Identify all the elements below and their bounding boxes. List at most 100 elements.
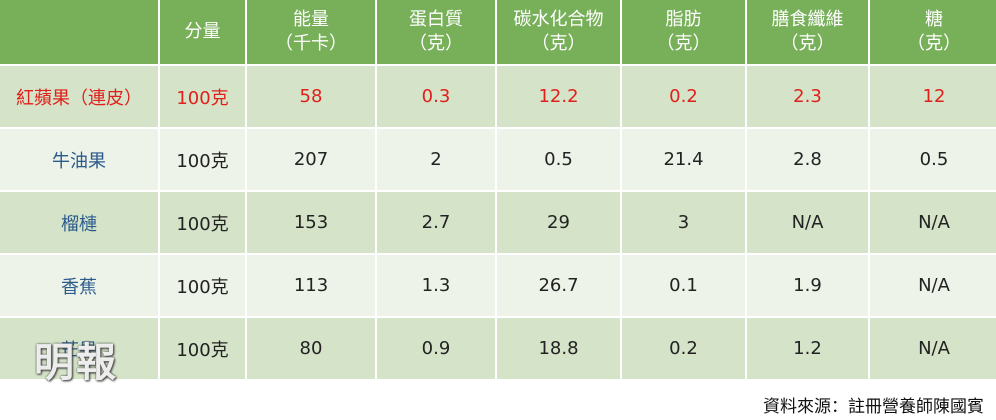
cell-text: 18.8: [538, 338, 579, 359]
cell-text: 2.8: [793, 149, 822, 170]
cell-text: 153: [293, 212, 329, 233]
data-cell: 3: [622, 192, 745, 253]
cell-text: N/A: [918, 338, 950, 359]
header-text: 能量: [293, 9, 329, 30]
cell-text: 58: [299, 86, 323, 107]
data-cell: 58: [247, 66, 375, 127]
header-cell: 膳食纖維 （克）: [747, 0, 868, 64]
cell-text: 0.1: [669, 275, 698, 296]
data-cell: 100克: [160, 129, 245, 190]
row-name: 牛油果: [0, 129, 158, 190]
header-cell: 分量: [160, 0, 245, 64]
cell-text: 3: [677, 212, 690, 233]
data-cell: 113: [247, 255, 375, 316]
header-text: （克）: [409, 33, 463, 54]
data-cell: 0.1: [622, 255, 745, 316]
watermark: 明報: [34, 339, 118, 386]
cell-text: 1.9: [793, 275, 822, 296]
data-cell: 21.4: [622, 129, 745, 190]
data-cell: 100克: [160, 66, 245, 127]
data-cell: 2.7: [377, 192, 495, 253]
row-name-text: 紅蘋果（連皮）: [16, 87, 142, 109]
cell-text: 0.3: [421, 86, 451, 107]
row-name-text: 芒果: [61, 339, 97, 361]
source-note: 資料來源：註冊營養師陳國賓: [763, 397, 984, 417]
data-cell: 1.3: [377, 255, 495, 316]
cell-text: 0.2: [669, 86, 698, 107]
data-cell: 100克: [160, 192, 245, 253]
header-cell: 脂肪 （克）: [622, 0, 745, 64]
cell-text: 207: [293, 149, 329, 170]
cell-text: 0.5: [544, 149, 573, 170]
cell-text: 2: [430, 149, 442, 170]
data-cell: 12.2: [497, 66, 620, 127]
cell-text: 12.2: [538, 86, 579, 107]
header-text: 分量: [184, 21, 221, 42]
header-cell: 蛋白質 （克）: [377, 0, 495, 64]
cell-text: 29: [547, 212, 570, 233]
cell-text: 0.5: [919, 149, 949, 170]
data-cell: 100克: [160, 318, 245, 379]
cell-text: 100克: [176, 150, 229, 172]
header-text: 碳水化合物: [513, 9, 604, 30]
cell-text: 100克: [176, 213, 229, 235]
cell-text: 100克: [176, 87, 229, 109]
data-cell: 0.9: [377, 318, 495, 379]
data-cell: 1.2: [747, 318, 868, 379]
cell-text: 26.7: [538, 275, 579, 296]
data-cell: 0.5: [870, 129, 996, 190]
row-name: 榴槤: [0, 192, 158, 253]
row-name-text: 牛油果: [52, 150, 106, 172]
header-text: 膳食纖維: [771, 9, 844, 30]
data-cell: 207: [247, 129, 375, 190]
cell-text: 0.9: [421, 338, 451, 359]
header-cell: 能量 （千卡）: [247, 0, 375, 64]
nutrition-table: 分量 能量 （千卡） 蛋白質 （克） 碳水化合物 （克） 脂肪 （克） 膳食纖維 （克） 糖 （克） 紅蘋…: [0, 0, 996, 379]
header-text: （克）: [656, 33, 711, 54]
data-cell: 2: [377, 129, 495, 190]
cell-text: 80: [299, 338, 323, 359]
cell-text: 2.7: [421, 212, 451, 233]
header-cell: 碳水化合物 （克）: [497, 0, 620, 64]
row-name: 香蕉: [0, 255, 158, 316]
header-cell: 糖 （克）: [870, 0, 996, 64]
data-cell: N/A: [747, 192, 868, 253]
cell-text: 100克: [176, 339, 229, 361]
cell-text: 0.2: [669, 338, 698, 359]
data-cell: 100克: [160, 255, 245, 316]
cell-text: N/A: [918, 212, 950, 233]
data-cell: 12: [870, 66, 996, 127]
data-cell: 26.7: [497, 255, 620, 316]
header-text: 脂肪: [665, 9, 702, 30]
cell-text: N/A: [791, 212, 824, 233]
cell-text: 21.4: [663, 149, 704, 170]
data-cell: 0.5: [497, 129, 620, 190]
cell-text: 1.2: [793, 338, 822, 359]
header-text: （千卡）: [275, 33, 347, 54]
cell-text: 100克: [176, 276, 229, 298]
cell-text: 113: [293, 275, 329, 296]
row-name-text: 榴槤: [61, 213, 97, 235]
data-cell: 0.2: [622, 66, 745, 127]
data-cell: 80: [247, 318, 375, 379]
cell-text: 1.3: [421, 275, 451, 296]
data-cell: 0.2: [622, 318, 745, 379]
data-cell: 2.3: [747, 66, 868, 127]
header-text: （克）: [531, 33, 586, 54]
data-cell: 29: [497, 192, 620, 253]
header-cell: [0, 0, 158, 64]
header-text: （克）: [780, 33, 835, 54]
data-cell: N/A: [870, 255, 996, 316]
header-text: （克）: [907, 33, 961, 54]
cell-text: 2.3: [793, 86, 822, 107]
row-name-text: 香蕉: [61, 276, 97, 298]
data-cell: 1.9: [747, 255, 868, 316]
cell-text: 12: [922, 86, 946, 107]
data-cell: 0.3: [377, 66, 495, 127]
data-cell: 2.8: [747, 129, 868, 190]
row-name: 芒果: [0, 318, 158, 379]
header-text: 糖: [925, 9, 943, 30]
data-cell: N/A: [870, 318, 996, 379]
data-cell: 18.8: [497, 318, 620, 379]
